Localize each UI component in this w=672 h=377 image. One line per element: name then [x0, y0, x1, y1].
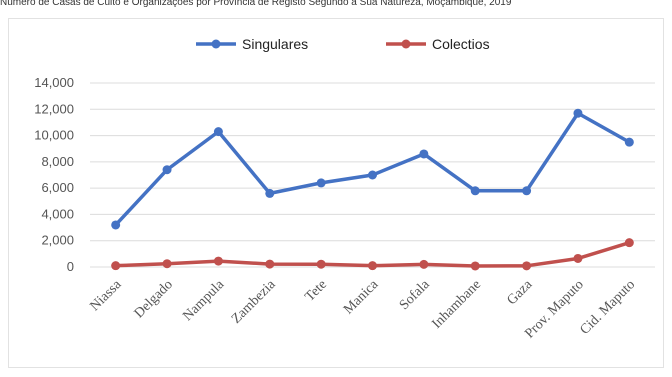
- y-tick-label: 12,000: [34, 101, 74, 116]
- x-tick-label: Delgado: [132, 277, 176, 321]
- x-tick-label: Inhambane: [429, 277, 484, 332]
- x-tick-label: Manica: [341, 277, 382, 318]
- x-tick-label: Cid. Maputo: [577, 277, 638, 338]
- data-point: [265, 259, 275, 269]
- x-axis-ticks: Niassa Delgado Nampula Zambezia Tete Manica So…: [88, 277, 639, 342]
- data-point: [522, 261, 532, 271]
- data-point: [111, 261, 121, 271]
- x-tick-label: Tete: [302, 277, 330, 305]
- y-tick-label: 0: [67, 259, 74, 274]
- y-tick-label: 6,000: [41, 180, 74, 195]
- x-tick-label: Niassa: [88, 277, 126, 315]
- y-tick-label: 14,000: [34, 75, 74, 90]
- data-point: [162, 165, 172, 175]
- data-point: [573, 253, 583, 263]
- data-point: [213, 127, 223, 137]
- data-point: [265, 188, 275, 198]
- data-point: [316, 259, 326, 269]
- x-tick-label: Zambezia: [229, 277, 279, 327]
- legend-label: Colectios: [432, 36, 490, 52]
- chart-frame: [8, 18, 664, 368]
- data-point: [470, 186, 480, 196]
- data-point: [368, 170, 377, 180]
- x-tick-label: Gaza: [504, 277, 535, 308]
- data-point: [162, 259, 172, 269]
- legend: Singulares Colectios: [196, 36, 490, 52]
- series-line: [114, 111, 631, 227]
- data-point: [624, 238, 634, 248]
- y-tick-label: 4,000: [41, 206, 74, 221]
- y-tick-label: 2,000: [41, 233, 74, 248]
- data-point: [470, 261, 480, 271]
- data-point: [573, 108, 583, 118]
- legend-marker: [401, 39, 411, 49]
- data-point: [419, 149, 429, 159]
- y-axis-ticks: 0 2,000 4,000 6,000 8,000 10,000 12,000 14,000: [34, 75, 74, 274]
- legend-label: Singulares: [242, 36, 308, 52]
- y-tick-label: 10,000: [34, 128, 74, 143]
- legend-marker: [211, 39, 221, 49]
- x-tick-label: Nampula: [180, 277, 227, 324]
- data-point: [624, 137, 634, 147]
- data-point: [419, 259, 429, 269]
- y-tick-label: 8,000: [41, 154, 74, 169]
- data-point: [368, 261, 377, 271]
- data-point: [316, 178, 326, 188]
- series-lines: [111, 108, 634, 271]
- x-tick-label: Sofala: [397, 277, 433, 313]
- page-header-text: Número de Casas de Culto e Organizações …: [0, 0, 512, 8]
- data-point: [213, 256, 223, 266]
- data-point: [522, 186, 532, 196]
- data-point: [111, 220, 121, 230]
